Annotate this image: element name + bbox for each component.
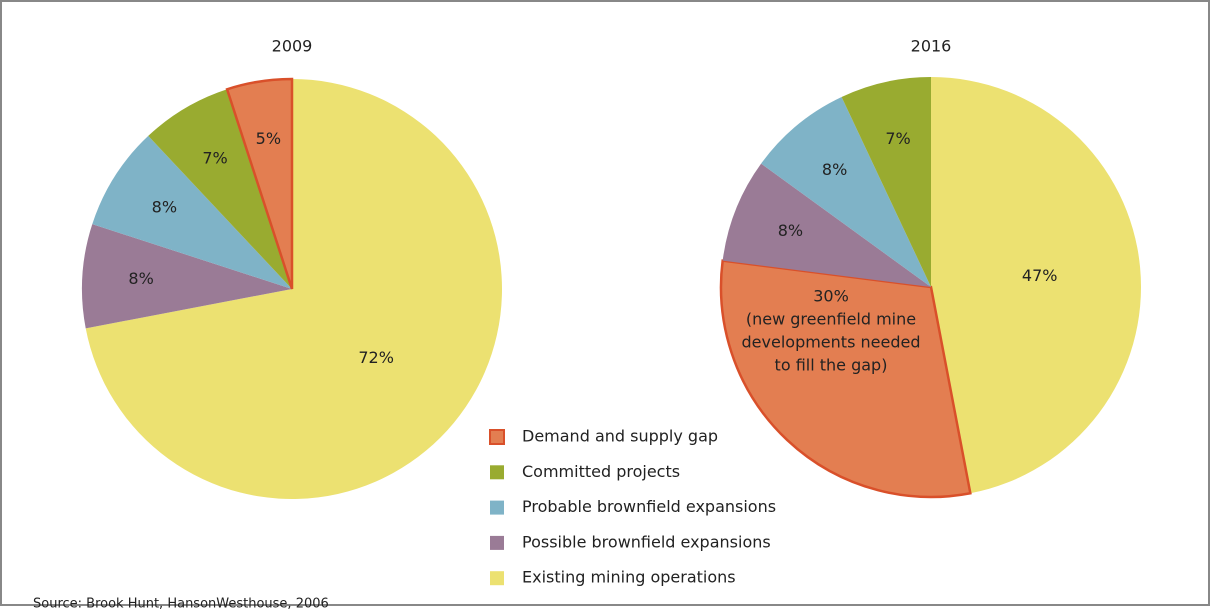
pie-slice [841, 77, 931, 287]
legend-label: Possible brownfield expansions [522, 532, 771, 551]
legend-swatch [490, 571, 504, 586]
value-label: 7% [202, 148, 227, 167]
pie-slice [761, 96, 931, 287]
value-label: 47% [1022, 266, 1058, 285]
legend-label: Existing mining operations [522, 568, 736, 587]
annotation: to fill the gap) [775, 356, 888, 375]
value-label: 8% [152, 197, 177, 216]
pie-title: 2016 [911, 37, 952, 56]
pie-slice [82, 224, 293, 329]
value-label: 8% [128, 269, 153, 288]
pie-slice [225, 77, 294, 290]
legend-swatch [489, 429, 505, 445]
value-label: 7% [885, 129, 910, 148]
legend-swatch [490, 500, 504, 515]
annotation: (new greenfield mine [746, 310, 916, 329]
source: Source: Brook Hunt, HansonWesthouse, 200… [33, 597, 329, 612]
value-label: 72% [358, 348, 394, 367]
pie-slice [148, 89, 292, 289]
value-label: 8% [778, 221, 803, 240]
value-label: 5% [256, 129, 281, 148]
legend-label: Demand and supply gap [522, 427, 718, 446]
pie-slice [719, 259, 972, 499]
pie-slice [931, 77, 1142, 494]
pie-slice [85, 79, 503, 499]
legend-label: Probable brownfield expansions [522, 497, 776, 516]
pie-slice [722, 163, 931, 287]
legend-swatch [490, 465, 504, 480]
pie-title: 2009 [272, 37, 313, 56]
pie-slice [92, 135, 292, 289]
value-label: 8% [822, 160, 847, 179]
legend-swatch [490, 535, 504, 550]
value-label: 30% [813, 287, 849, 306]
legend-label: Committed projects [522, 462, 680, 481]
annotation: developments needed [742, 333, 921, 352]
